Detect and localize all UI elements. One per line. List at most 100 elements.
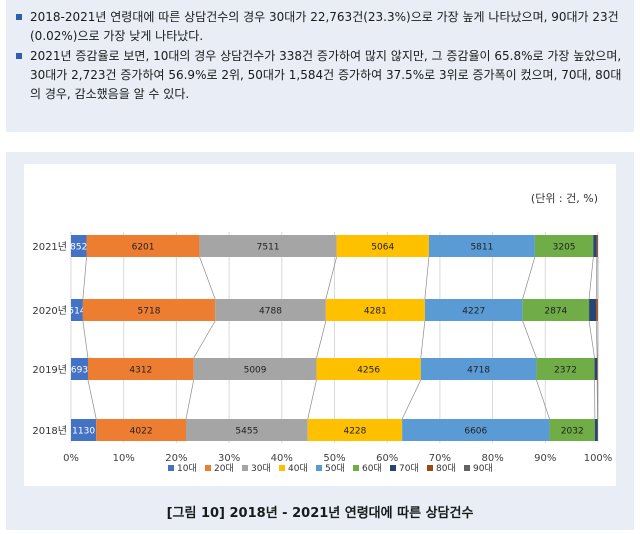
series-connector-line	[325, 256, 337, 300]
bar-data-label: 4227	[462, 307, 485, 317]
series-connector-line	[588, 256, 594, 300]
bar-segment	[522, 299, 590, 321]
bar-segment	[402, 419, 550, 441]
bar-data-label: 5009	[244, 366, 267, 376]
bar-segment	[185, 419, 308, 441]
series-connector-line	[82, 256, 87, 300]
series-connector-line	[87, 379, 97, 420]
y-category-label: 2021년	[32, 241, 67, 253]
bar-segment	[536, 358, 595, 380]
legend-label: 70대	[399, 463, 419, 474]
x-tick-label: 30%	[218, 453, 240, 464]
x-tick-label: 100%	[584, 453, 613, 464]
bar-data-label: 4312	[129, 366, 152, 376]
bar-data-label: 1130	[72, 427, 95, 437]
series-connector-line	[522, 320, 537, 359]
legend-swatch	[464, 465, 470, 471]
bar-segment	[594, 358, 598, 380]
series-connector-line	[588, 320, 595, 359]
chart-area: (단위 : 건, %) 0% 10% 20% 30% 40% 50% 60% 70% 80% 90%…	[24, 164, 616, 486]
series-connector-line	[307, 379, 317, 420]
series-connector-line	[595, 320, 598, 359]
legend-label: 80대	[436, 463, 456, 474]
bar-data-label: 5811	[470, 243, 493, 253]
bar-segment	[215, 299, 326, 321]
bar-segment	[71, 419, 97, 441]
bar-segment	[594, 419, 598, 441]
legend-label: 90대	[473, 463, 493, 474]
bar-data-label: 514	[68, 307, 85, 317]
bar-segment	[428, 235, 535, 257]
bar-data-label: 5718	[138, 307, 161, 317]
bar-segment	[336, 235, 429, 257]
legend-swatch	[427, 465, 433, 471]
x-tick-label: 10%	[113, 453, 135, 464]
bar-segment	[86, 235, 200, 257]
series-connector-line	[536, 379, 550, 420]
bar-data-label: 3205	[553, 243, 576, 253]
summary-bullet-text: 2018-2021년 연령대에 따른 상담건수의 경우 30대가 22,763건…	[30, 10, 619, 43]
legend-label: 10대	[177, 463, 197, 474]
bar-data-label: 7511	[257, 243, 280, 253]
y-category-label: 2020년	[32, 305, 67, 317]
bar-segment	[420, 358, 537, 380]
stacked-bar-chart: (단위 : 건, %) 0% 10% 20% 30% 40% 50% 60% 70% 80% 90%…	[32, 192, 613, 474]
x-tick-label: 50%	[323, 453, 345, 464]
legend-swatch	[316, 465, 322, 471]
bar-segment	[87, 358, 194, 380]
x-tick-label: 0%	[63, 453, 79, 464]
series-connector-line	[424, 256, 430, 300]
legend-swatch	[205, 465, 211, 471]
bar-data-label: 4022	[130, 427, 153, 437]
series-connector-line	[193, 320, 216, 359]
x-tick-label: 90%	[534, 453, 556, 464]
summary-bullet: 2021년 증감율로 보면, 10대의 경우 상담건수가 338건 증가하여 많…	[14, 47, 624, 104]
bar-segment	[82, 299, 216, 321]
bar-segment	[96, 419, 186, 441]
bar-segment	[596, 299, 598, 321]
bar-data-label: 6201	[132, 243, 155, 253]
bar-segment	[596, 235, 598, 257]
bar-segment	[71, 235, 87, 257]
bar-data-label: 4228	[343, 427, 366, 437]
bar-data-label: 4281	[364, 307, 387, 317]
bar-segment	[534, 235, 594, 257]
bar-data-label: 2032	[561, 427, 584, 437]
bar-data-label: 4256	[357, 366, 380, 376]
legend-label: 20대	[214, 463, 234, 474]
bar-data-label: 4788	[259, 307, 282, 317]
bar-segment	[597, 358, 598, 380]
legend-swatch	[353, 465, 359, 471]
series-connector-line	[401, 379, 422, 420]
x-tick-label: 80%	[481, 453, 503, 464]
series-connector-line	[316, 320, 327, 359]
bar-segment	[325, 299, 425, 321]
x-tick-label: 40%	[271, 453, 293, 464]
legend-label: 30대	[251, 463, 271, 474]
legend-label: 60대	[362, 463, 382, 474]
bar-data-label: 2372	[554, 366, 577, 376]
y-category-label: 2019년	[32, 364, 67, 376]
series-connector-line	[595, 256, 598, 300]
series-connector-line	[199, 256, 216, 300]
bullet-marker-icon	[16, 53, 22, 59]
series-connector-line	[420, 320, 426, 359]
y-category-label: 2018년	[32, 425, 67, 437]
x-tick-label: 20%	[165, 453, 187, 464]
x-tick-label: 70%	[429, 453, 451, 464]
summary-bullet: 2018-2021년 연령대에 따른 상담건수의 경우 30대가 22,763건…	[14, 8, 624, 46]
bar-data-label: 852	[70, 243, 87, 253]
bar-segment	[424, 299, 523, 321]
bar-segment	[199, 235, 337, 257]
series-connector-line	[82, 320, 89, 359]
bar-segment	[316, 358, 421, 380]
figure-caption: [그림 10] 2018년 - 2021년 연령대에 따른 상담건수	[166, 506, 474, 521]
figure-panel: (단위 : 건, %) 0% 10% 20% 30% 40% 50% 60% 70% 80% 90%…	[6, 152, 634, 530]
legend-swatch	[390, 465, 396, 471]
bar-data-label: 6606	[464, 427, 487, 437]
bullet-marker-icon	[16, 14, 22, 20]
bar-data-label: 693	[71, 366, 88, 376]
series-connector-line	[522, 256, 536, 300]
legend-swatch	[279, 465, 285, 471]
x-tick-label: 60%	[376, 453, 398, 464]
